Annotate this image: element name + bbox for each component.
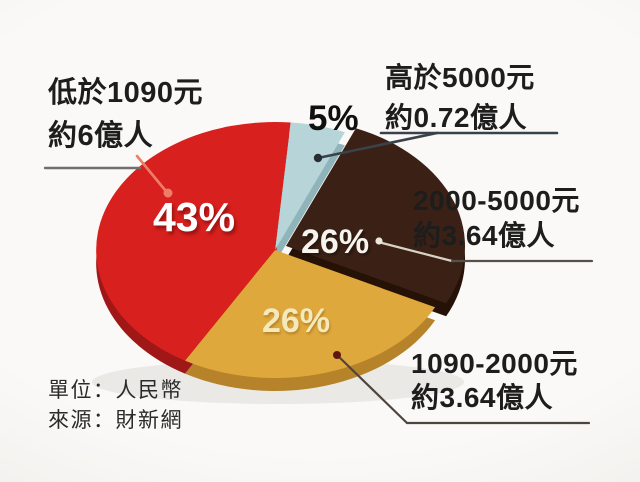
pct-label-below-1090: 43%	[153, 194, 236, 240]
callout-population-above-5000: 約0.72億人	[385, 102, 527, 133]
callout-population-below-1090: 約6億人	[48, 120, 154, 152]
leader-below-1090	[135, 154, 167, 192]
pie-slices	[96, 122, 466, 378]
callout-lines	[43, 131, 594, 425]
callout-population-2000-5000: 約3.64億人	[413, 220, 555, 251]
pie-slice-above-5000	[275, 122, 345, 250]
pct-label-1090-2000: 26%	[262, 302, 331, 340]
callout-label-below-1090: 低於1090元 約6億人	[48, 72, 203, 158]
source-note: 來源：財新網	[48, 409, 183, 432]
callout-range-2000-5000: 2000-5000元	[413, 185, 580, 216]
callout-range-1090-2000: 1090-2000元	[411, 348, 578, 379]
leader-dot-1090-2000	[333, 351, 341, 359]
callout-label-above-5000: 高於5000元 約0.72億人	[385, 58, 535, 138]
callout-range-below-1090: 低於1090元	[48, 77, 204, 109]
pct-label-above-5000: 5%	[308, 99, 359, 138]
leader-dot-below-1090	[163, 188, 173, 198]
pie-slice-below-1090	[96, 122, 291, 361]
pct-label-2000-5000: 26%	[301, 223, 370, 261]
leader-above-5000	[316, 131, 439, 160]
unit-note: 單位：人民幣	[48, 379, 183, 402]
leader-dot-2000-5000	[375, 237, 383, 245]
leader-1090-2000	[335, 353, 409, 425]
leader-dot-above-5000	[313, 153, 323, 163]
callout-range-above-5000: 高於5000元	[385, 62, 535, 93]
pie-slice-1090-2000	[185, 250, 436, 378]
leader-2000-5000	[380, 241, 454, 263]
callout-label-2000-5000: 2000-5000元 約3.64億人	[413, 183, 580, 253]
callout-population-1090-2000: 約3.64億人	[411, 382, 553, 413]
callout-label-1090-2000: 1090-2000元 約3.64億人	[411, 347, 578, 415]
pie-slice-2000-5000	[286, 128, 466, 304]
